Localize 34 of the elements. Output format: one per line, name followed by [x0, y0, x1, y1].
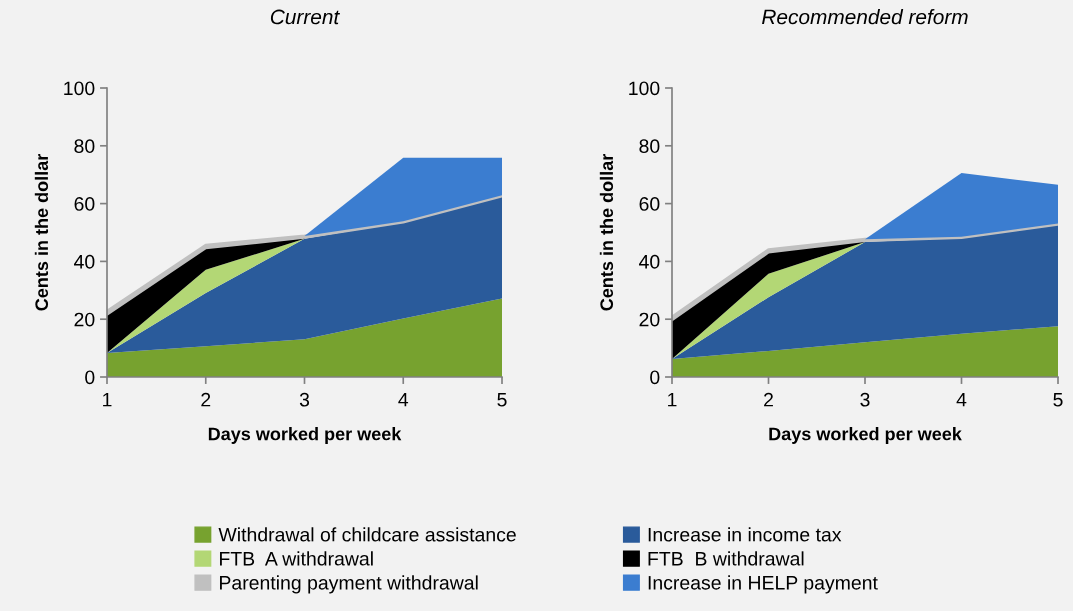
- x-tick-label: 3: [299, 392, 310, 407]
- x-tick-label: 4: [398, 392, 409, 407]
- y-tick-label: 40: [74, 254, 95, 269]
- legend-label: FTB B withdrawal: [648, 551, 804, 566]
- chart-title: Recommended reform: [762, 9, 968, 25]
- x-tick-label: 2: [201, 392, 211, 407]
- x-axis-title: Days worked per week: [769, 427, 962, 444]
- x-tick-label: 4: [956, 392, 967, 407]
- x-axis-title: Days worked per week: [208, 427, 402, 444]
- x-tick-label: 2: [764, 392, 773, 407]
- chart-title: Current: [270, 9, 340, 25]
- y-tick-label: 80: [639, 139, 660, 154]
- y-tick-label: 100: [64, 81, 95, 96]
- y-tick-label: 40: [639, 254, 660, 269]
- x-tick-label: 5: [497, 392, 507, 407]
- y-tick-label: 0: [85, 370, 95, 385]
- x-tick-label: 1: [103, 392, 112, 407]
- y-tick-label: 20: [74, 312, 95, 327]
- x-tick-label: 3: [860, 392, 870, 407]
- legend-label: Withdrawal of childcare assistance: [218, 527, 516, 542]
- x-tick-label: 1: [668, 392, 677, 407]
- y-tick-label: 80: [74, 139, 95, 154]
- y-tick-label: 0: [650, 370, 660, 385]
- y-tick-label: 20: [639, 312, 660, 327]
- legend-label: Increase in HELP payment: [648, 575, 878, 594]
- x-tick-label: 5: [1053, 392, 1063, 407]
- y-tick-label: 100: [629, 81, 660, 96]
- legend-label: Parenting payment withdrawal: [220, 575, 478, 594]
- y-axis-title: Cents in the dollar: [599, 154, 614, 311]
- legend-label: Increase in income tax: [648, 527, 842, 542]
- legend-label: FTB A withdrawal: [220, 551, 373, 566]
- y-tick-label: 60: [74, 197, 95, 211]
- y-tick-label: 60: [639, 197, 660, 211]
- y-axis-title: Cents in the dollar: [34, 154, 49, 311]
